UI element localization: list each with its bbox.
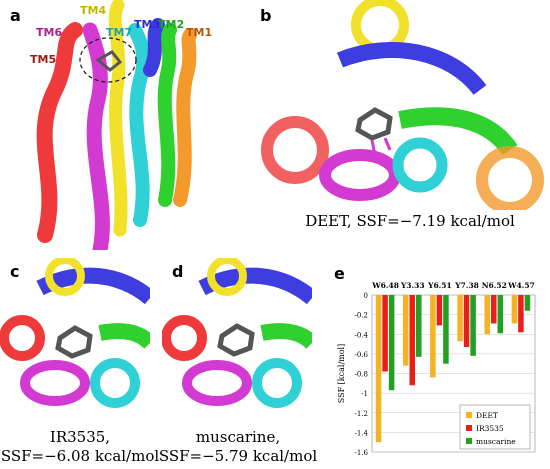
bar-ir3535-y7-38 <box>463 295 470 348</box>
tm7-helix <box>128 23 151 227</box>
y-tick-label: -0.4 <box>355 331 369 339</box>
tm5-helix <box>261 116 329 184</box>
tm4-helix <box>45 258 85 296</box>
legend-entry: IR3535 <box>476 424 504 433</box>
y-axis-label: SSF [kcal/mol] <box>337 344 346 403</box>
bar-deet-y7-38 <box>457 295 463 342</box>
category-label: Y6.51 <box>427 281 452 290</box>
tm1-helix <box>476 146 544 210</box>
y-tick-label: -0.2 <box>355 312 369 320</box>
y-tick-label: -1.2 <box>355 410 369 418</box>
panel-c-caption-line1: IR3535, <box>49 428 111 446</box>
panel-c-ir3535-pose: c <box>0 258 150 418</box>
bar-deet-w4-57 <box>511 295 518 324</box>
tm4-label: TM4 <box>80 4 107 17</box>
bar-deet-y6-51 <box>430 295 436 378</box>
tm6-helix <box>319 149 401 201</box>
tm5-helix <box>162 315 207 361</box>
tm2-helix <box>398 107 518 156</box>
bar-deet-n6-52 <box>484 295 490 335</box>
panel-c-caption-line2: SSF=−6.08 kcal/mol <box>0 447 160 465</box>
y-tick-label: -0.8 <box>355 371 369 379</box>
bar-muscarine-y7-38 <box>470 295 476 356</box>
y-tick-label: -1 <box>361 390 368 398</box>
category-label: W4.57 <box>507 281 535 290</box>
panel-label-d: d <box>172 262 184 281</box>
tm1-label: TM1 <box>186 26 213 39</box>
ligand-stick <box>355 107 393 141</box>
tm4-helix <box>108 0 128 237</box>
ligand-stick <box>55 325 93 359</box>
bar-ir3535-w6-48 <box>382 295 388 372</box>
legend-entry: muscarine <box>476 437 516 446</box>
tm6-helix <box>20 360 90 406</box>
tm2-label: TM2 <box>158 18 185 31</box>
bar-ir3535-n6-52 <box>490 295 497 324</box>
ligand-stick <box>217 323 255 357</box>
bar-muscarine-w4-57 <box>524 295 531 311</box>
tm4-helix <box>351 0 409 54</box>
tm6-helix <box>182 360 252 406</box>
tm1-helix <box>173 28 197 207</box>
tm6-helix <box>82 22 110 250</box>
bar-deet-y3-33 <box>402 295 409 366</box>
tm4-helix <box>207 258 247 296</box>
panel-d-muscarine-pose: d <box>162 258 312 418</box>
bar-ir3535-w4-57 <box>518 295 524 333</box>
tm7-helix <box>252 358 302 408</box>
bar-muscarine-y6-51 <box>443 295 449 364</box>
tm7-label: TM7 <box>106 26 133 39</box>
panel-d-caption-line1: muscarine, <box>195 428 281 446</box>
bar-ir3535-y3-33 <box>409 295 416 386</box>
panel-label-e: e <box>334 264 345 283</box>
panel-label-b: b <box>260 6 272 25</box>
tm3-helix <box>337 42 487 96</box>
y-tick-label: -0.6 <box>355 351 369 359</box>
panel-b-deet-pose: b <box>250 0 550 210</box>
legend-swatch <box>466 412 472 418</box>
ssf-bar-chart: 0 -0.2 -0.4 -0.6 -0.8 -1 -1.2 -1.4 -1.6 SSF [kcal… <box>337 281 536 457</box>
y-tick-label: -1.4 <box>355 429 369 437</box>
bar-muscarine-n6-52 <box>497 295 504 334</box>
tm3-label: TM3 <box>134 18 161 31</box>
bar-ir3535-y6-51 <box>436 295 443 326</box>
y-tick-label: 0 <box>364 292 368 300</box>
tm6-label: TM6 <box>36 26 63 39</box>
panel-a-helix-illustration <box>36 0 197 250</box>
tm2-helix <box>98 323 150 349</box>
panel-b-caption: DEET, SSF=−7.19 kcal/mol <box>305 212 515 230</box>
tm5-label: TM5 <box>30 53 57 66</box>
y-tick-label: -1.6 <box>355 449 369 457</box>
bar-muscarine-y3-33 <box>416 295 422 357</box>
panel-d-helix-illustration <box>162 258 312 408</box>
residue-stick <box>370 137 392 161</box>
tm5-helix <box>0 315 45 361</box>
bar-muscarine-w6-48 <box>388 295 395 391</box>
binding-pocket-outline <box>79 37 137 83</box>
tm2-helix <box>260 323 312 349</box>
tm5-helix <box>36 22 83 243</box>
legend-entry: DEET <box>476 411 498 420</box>
panel-a-receptor-side-view: a TM4 TM6 TM7 TM3 TM2 TM1 TM5 <box>0 0 230 250</box>
panel-d-caption-line2: SSF=−5.79 kcal/mol <box>158 447 318 465</box>
ligand-stick <box>95 50 123 72</box>
panel-label-c: c <box>10 262 20 281</box>
tm3-helix <box>143 18 165 77</box>
category-label: Y3.33 <box>400 281 425 290</box>
panel-c-helix-illustration <box>0 258 150 408</box>
category-label: N6.52 <box>482 281 507 290</box>
panel-label-a: a <box>10 6 21 25</box>
bar-deet-w6-48 <box>375 295 382 443</box>
category-label: Y7.38 <box>454 281 479 290</box>
tm7-helix <box>90 358 140 408</box>
category-label: W6.48 <box>371 281 399 290</box>
legend-swatch <box>466 438 472 444</box>
legend-swatch <box>466 425 472 431</box>
tm7-helix <box>392 137 448 193</box>
panel-b-helix-illustration <box>261 0 544 210</box>
tm2-helix <box>157 23 177 207</box>
